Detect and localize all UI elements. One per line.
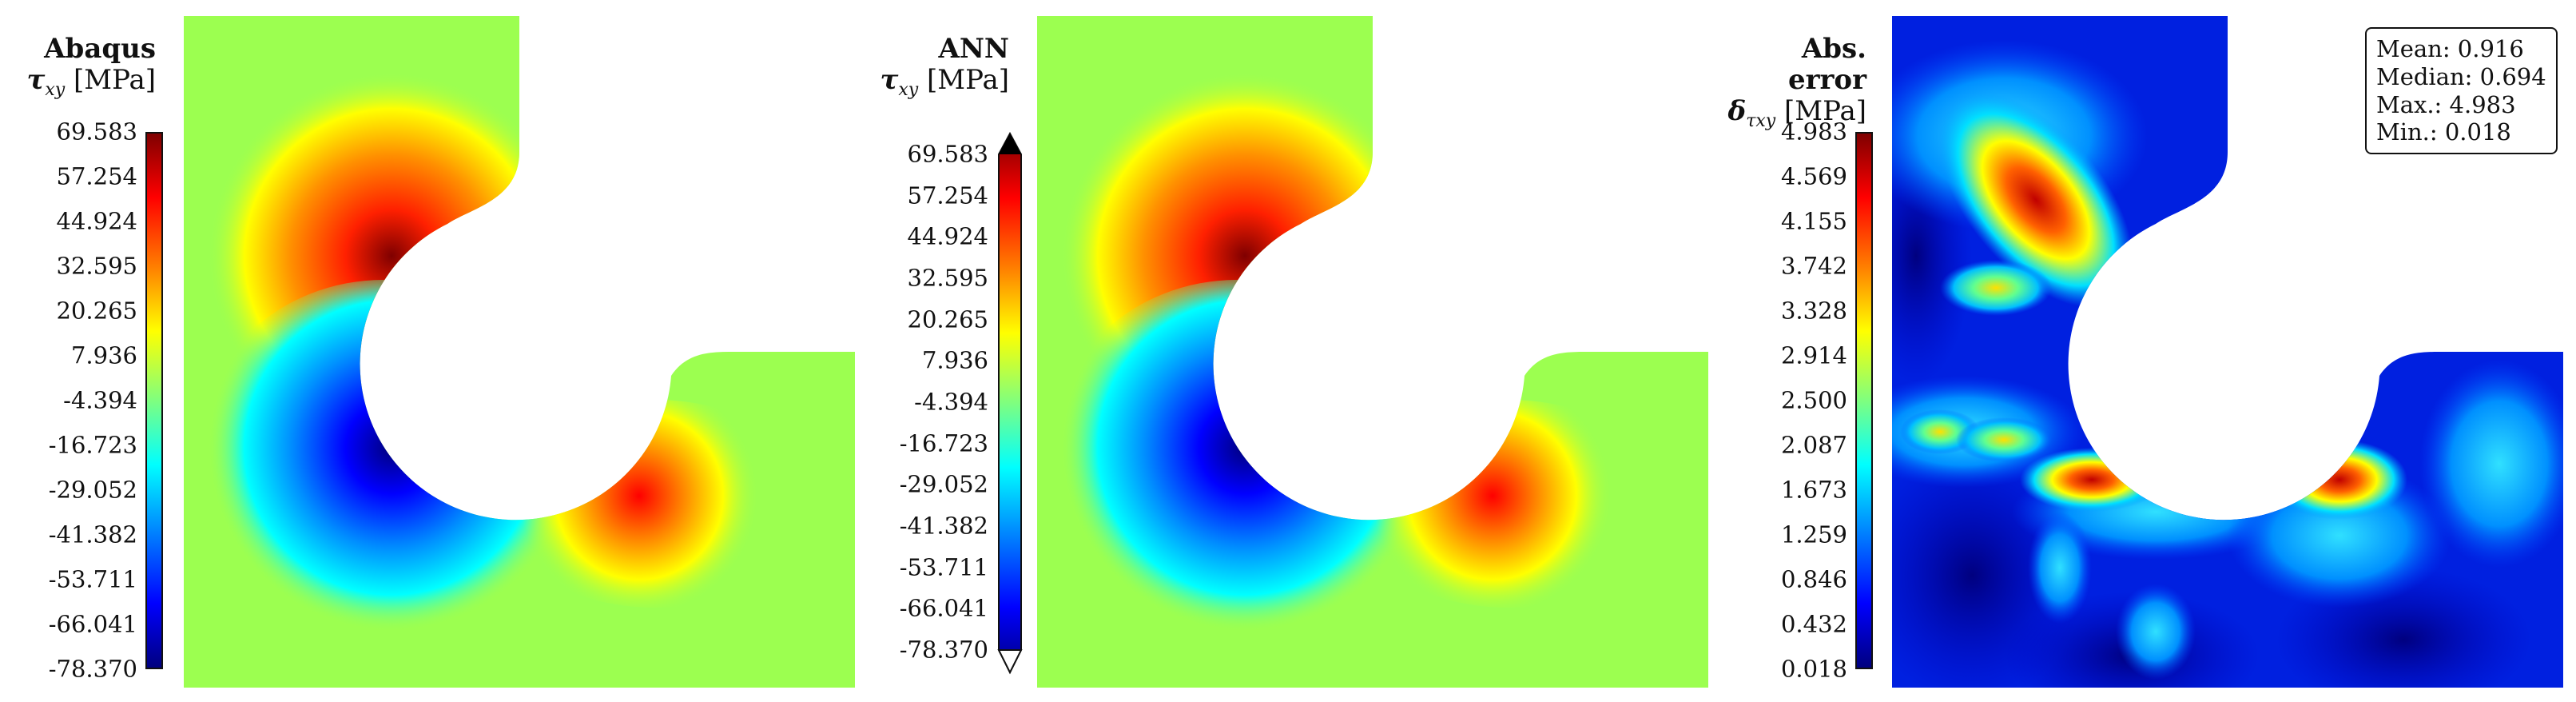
- colorbar-extended: [997, 132, 1023, 675]
- tick-label: 2.500: [1780, 386, 1847, 414]
- tick-label: 20.265: [56, 297, 137, 325]
- tick-label: 57.254: [907, 181, 988, 209]
- tick-label: -78.370: [899, 636, 988, 664]
- tick-label: -16.723: [48, 431, 137, 459]
- stat-mean: Mean: 0.916: [2376, 35, 2524, 62]
- tick-label: -4.394: [63, 386, 137, 414]
- colorbar-ticks: 69.583 57.254 44.924 32.595 20.265 7.936…: [0, 120, 137, 680]
- tick-label: 2.087: [1780, 431, 1847, 459]
- tick-label: 7.936: [921, 346, 988, 374]
- tick-label: 4.569: [1780, 162, 1847, 190]
- quantity-label: τxy [MPa]: [26, 64, 156, 100]
- quantity-label: τxy [MPa]: [880, 64, 1009, 100]
- tick-label: 0.846: [1780, 565, 1847, 593]
- tick-label: 32.595: [907, 264, 988, 292]
- panel-abaqus: Abaqus τxy [MPa] 69.583 57.254 44.924 32…: [0, 0, 859, 702]
- panel-ann: ANN τxy [MPa] 69.583 57.254 44.924 32.59…: [859, 0, 1718, 702]
- tick-label: 69.583: [56, 118, 137, 146]
- panel-title: ANN: [938, 33, 1009, 65]
- tick-label: -16.723: [899, 429, 988, 457]
- tick-label: 3.742: [1780, 252, 1847, 280]
- tick-label: 69.583: [907, 140, 988, 168]
- tick-label: -66.041: [48, 610, 137, 638]
- tick-label: -53.711: [48, 565, 137, 593]
- colorbar: [145, 132, 163, 669]
- tick-label: -66.041: [899, 594, 988, 622]
- error-field-plot: [1892, 16, 2563, 688]
- colorbar-ticks: 4.983 4.569 4.155 3.742 3.328 2.914 2.50…: [1718, 120, 1847, 680]
- tick-label: 0.018: [1780, 655, 1847, 683]
- tick-label: 1.259: [1780, 521, 1847, 548]
- panel-title: Abaqus: [44, 33, 156, 65]
- panel-title-block: Abaqus τxy [MPa]: [0, 33, 156, 100]
- tick-label: 44.924: [907, 222, 988, 250]
- tick-label: 4.155: [1780, 207, 1847, 235]
- tick-label: 20.265: [907, 305, 988, 333]
- tick-label: -4.394: [914, 388, 988, 416]
- tick-label: 3.328: [1780, 297, 1847, 325]
- tick-label: -53.711: [899, 553, 988, 581]
- tick-label: -29.052: [48, 476, 137, 504]
- colorbar: [1855, 132, 1873, 669]
- tick-label: 2.914: [1780, 341, 1847, 369]
- tick-label: -29.052: [899, 470, 988, 498]
- tick-label: 0.432: [1780, 610, 1847, 638]
- stat-max: Max.: 4.983: [2376, 90, 2516, 118]
- tick-label: -41.382: [48, 521, 137, 548]
- colorbar-ticks: 69.583 57.254 44.924 32.595 20.265 7.936…: [859, 142, 988, 661]
- tick-label: -41.382: [899, 512, 988, 540]
- stat-median: Median: 0.694: [2376, 62, 2546, 90]
- stat-min: Min.: 0.018: [2376, 118, 2511, 146]
- error-statistics-box: Mean: 0.916 Median: 0.694 Max.: 4.983 Mi…: [2365, 27, 2558, 155]
- tick-label: 57.254: [56, 162, 137, 190]
- tick-label: 1.673: [1780, 476, 1847, 504]
- panel-abs-error: Abs. error δτxy [MPa] 4.983 4.569 4.155 …: [1718, 0, 2576, 702]
- stress-field-plot: [184, 16, 855, 688]
- stress-field-plot: [1037, 16, 1708, 688]
- panel-title: Abs. error: [1787, 33, 1866, 97]
- quantity-label: δτxy [MPa]: [1727, 95, 1866, 131]
- panel-title-block: ANN τxy [MPa]: [859, 33, 1009, 100]
- tick-label: -78.370: [48, 655, 137, 683]
- tick-label: 4.983: [1780, 118, 1847, 146]
- tick-label: 7.936: [70, 341, 137, 369]
- tick-label: 44.924: [56, 207, 137, 235]
- tick-label: 32.595: [56, 252, 137, 280]
- panel-title-block: Abs. error δτxy [MPa]: [1718, 33, 1866, 131]
